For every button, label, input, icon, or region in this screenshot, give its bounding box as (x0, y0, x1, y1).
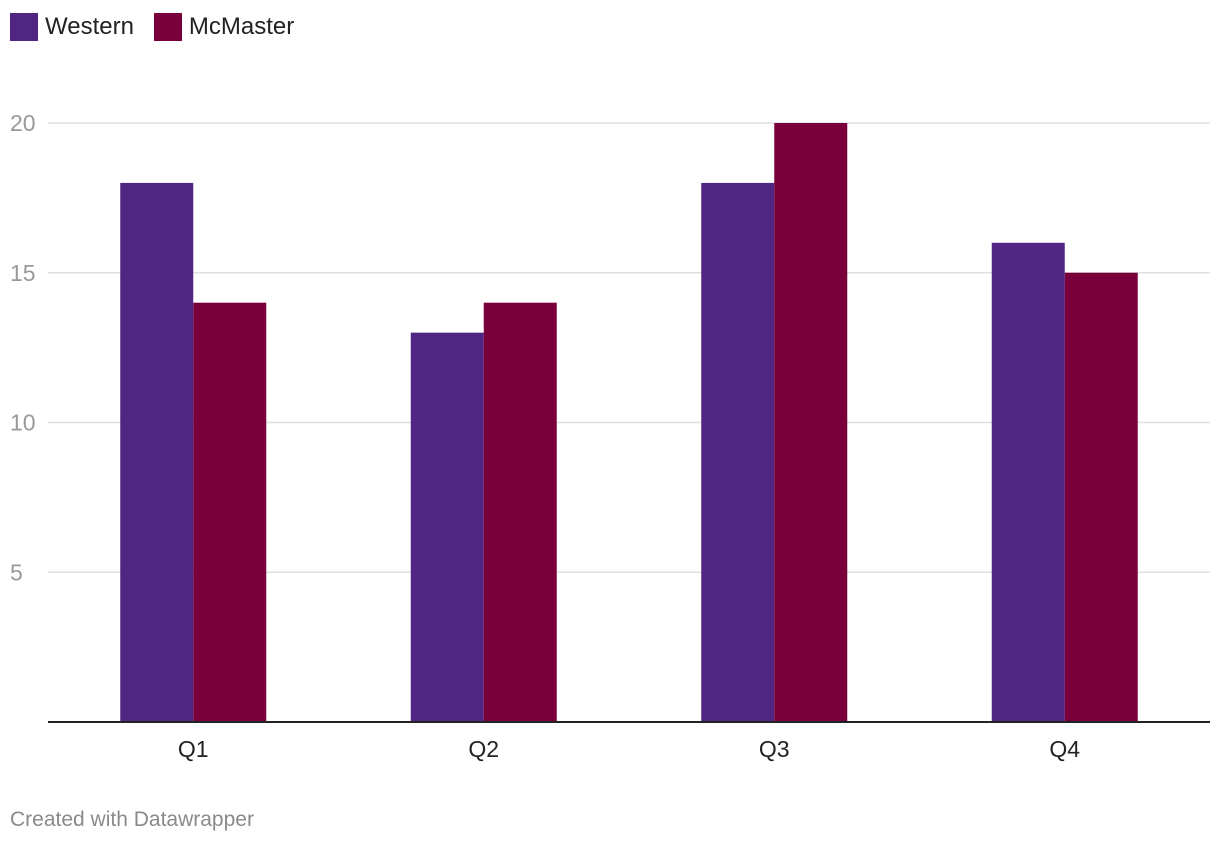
bar-western-q4 (991, 242, 1065, 723)
bar-western-q2 (410, 332, 484, 722)
y-tick-label-10: 10 (10, 410, 36, 436)
y-tick-label-15: 15 (10, 260, 36, 286)
legend-swatch-mcmaster (153, 13, 182, 41)
legend: Western McMaster (10, 13, 294, 41)
y-tick-label-5: 5 (10, 559, 23, 585)
bar-western-q3 (701, 182, 775, 722)
x-tick-label-q4: Q4 (1049, 736, 1080, 762)
x-tick-label-q2: Q2 (468, 736, 499, 762)
bar-mcmaster-q3 (774, 123, 848, 722)
bar-mcmaster-q1 (193, 302, 267, 722)
bar-western-q1 (120, 182, 194, 722)
legend-item-mcmaster: McMaster (153, 13, 295, 41)
x-tick-label-q3: Q3 (759, 736, 790, 762)
y-tick-label-20: 20 (10, 110, 36, 136)
bar-mcmaster-q4 (1064, 272, 1138, 722)
bar-mcmaster-q2 (483, 302, 557, 722)
footer-credit: Created with Datawrapper (10, 808, 254, 831)
legend-label-western: Western (45, 13, 134, 40)
legend-swatch-western (10, 13, 38, 41)
x-tick-label-q1: Q1 (178, 736, 209, 762)
legend-label-mcmaster: McMaster (188, 13, 295, 40)
legend-item-western: Western (10, 13, 134, 41)
